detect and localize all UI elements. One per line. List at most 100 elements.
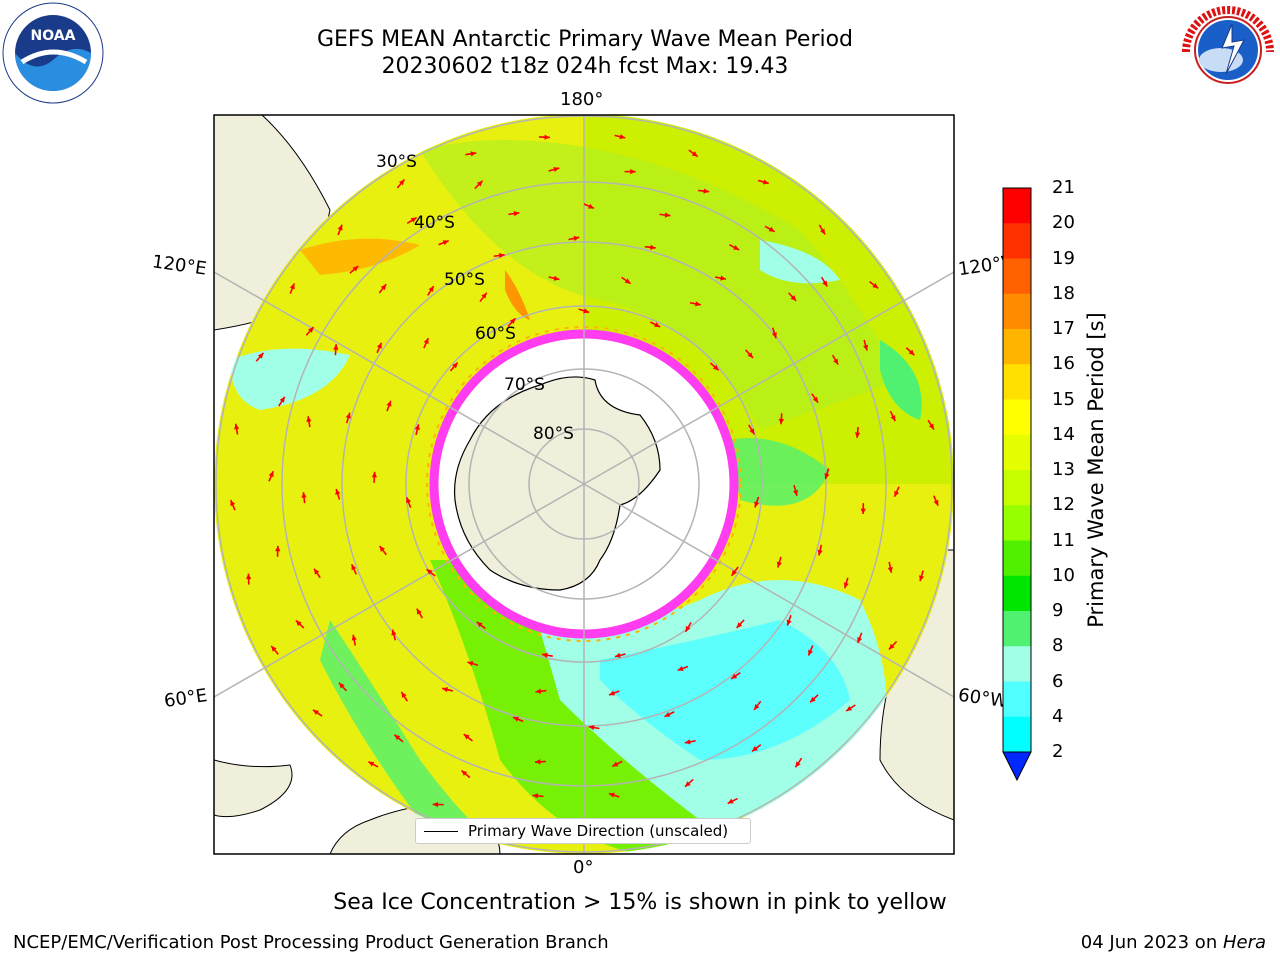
wave-arrow-head — [442, 687, 448, 693]
wave-arrow-head — [872, 282, 879, 289]
wave-arrow-head — [685, 625, 691, 632]
wave-arrow-head — [509, 318, 516, 324]
wave-arrow-head — [792, 489, 799, 496]
colorbar-cell — [1003, 399, 1031, 436]
lat-label-50s: 50°S — [444, 270, 485, 290]
colorbar-tick-label: 20 — [1052, 212, 1075, 234]
lat-label-60s: 60°S — [475, 324, 516, 344]
wave-arrow-head — [664, 711, 671, 717]
wave-arrow-head — [371, 471, 377, 478]
wave-arrow-head — [335, 488, 341, 495]
colorbar-tick-label: 13 — [1052, 459, 1075, 480]
wave-arrow-head — [391, 629, 397, 636]
wave-arrow-head — [731, 569, 737, 576]
wave-arrow-head — [463, 734, 470, 740]
colorbar-cell — [1003, 434, 1031, 471]
wave-arrow-head — [817, 549, 823, 556]
wave-arrow-head — [481, 292, 487, 299]
lon-label-top: 180° — [560, 89, 604, 110]
wave-arrow-head — [819, 228, 825, 235]
wave-arrow-head — [624, 278, 631, 284]
wave-arrow-head — [452, 362, 458, 369]
wave-arrow-head — [498, 252, 505, 259]
wave-arrow-head — [308, 326, 314, 333]
wave-arrow-head — [553, 166, 560, 173]
wave-arrow-head — [234, 423, 240, 430]
colorbar-tick-label: 4 — [1052, 705, 1064, 727]
wave-arrow-head — [410, 217, 417, 223]
wave-arrow-head — [351, 634, 357, 641]
colorbar-title: Primary Wave Mean Period [s] — [1084, 312, 1108, 628]
wave-arrow-head — [352, 265, 359, 272]
wave-arrow-head — [664, 212, 671, 218]
wave-arrow-head — [736, 622, 743, 628]
colorbar-tick-label: 21 — [1052, 177, 1075, 198]
wave-arrow-head — [380, 284, 387, 291]
wave-arrow-head — [442, 240, 449, 246]
wave-arrow-head — [573, 235, 580, 241]
wave-arrow-head — [754, 704, 760, 710]
wave-arrow-head — [512, 716, 519, 722]
wave-arrow-head — [553, 275, 560, 281]
wave-arrow-head — [333, 344, 339, 350]
wave-arrow-head — [619, 134, 626, 140]
wave-arrow-head — [513, 211, 520, 217]
wave-arrow-head — [677, 666, 684, 671]
lat-label-70s: 70°S — [504, 375, 545, 395]
wave-arrow-head — [609, 690, 616, 696]
colorbar-cell — [1003, 716, 1031, 753]
colorbar-cell — [1003, 223, 1031, 259]
footer-host: Hera — [1222, 932, 1266, 953]
colorbar-tick-label: 16 — [1052, 353, 1075, 375]
wave-arrow-head — [306, 416, 312, 422]
colorbar-tick-label: 2 — [1052, 741, 1064, 762]
wave-arrow-head — [583, 308, 590, 314]
wave-arrow-head — [428, 286, 434, 292]
wave-arrow-head — [289, 283, 295, 290]
wave-arrow-head — [833, 358, 839, 365]
wave-arrow-head — [470, 151, 477, 157]
colorbar-tick-label: 11 — [1052, 529, 1075, 551]
wave-arrow-head — [279, 396, 285, 403]
footer-date-text: 04 Jun 2023 on — [1080, 932, 1223, 953]
noaa-logo-icon: NOAA — [2, 2, 104, 104]
wave-arrow-head — [754, 501, 760, 508]
wave-arrow-head — [394, 734, 401, 741]
wave-arrow-head — [406, 497, 412, 504]
wave-arrow-head — [414, 424, 420, 431]
wave-arrow-head — [476, 621, 483, 628]
wave-arrow-head — [695, 301, 701, 307]
lat-label-80s: 80°S — [533, 424, 574, 444]
wave-arrow-head — [588, 724, 595, 731]
legend-line-swatch — [424, 831, 458, 832]
colorbar-tick-label: 6 — [1052, 670, 1064, 692]
wave-arrow-head — [751, 746, 758, 752]
wave-arrow-head — [771, 332, 777, 339]
colorbar-tick-label: 9 — [1052, 600, 1064, 621]
wave-arrow-head — [843, 582, 849, 589]
map-legend: Primary Wave Direction (unscaled) — [415, 818, 751, 844]
wave-arrow-head — [720, 275, 726, 281]
wave-arrow-head — [345, 412, 351, 419]
wave-arrow-head — [731, 673, 738, 679]
wave-arrow-head — [630, 169, 636, 175]
colorbar-extend-arrow — [1002, 751, 1032, 782]
colorbar-tick-label: 19 — [1052, 247, 1075, 269]
wave-arrow-head — [822, 280, 828, 287]
colorbar-tick-label: 18 — [1052, 282, 1075, 304]
lat-label-30s: 30°S — [376, 152, 417, 172]
wave-arrow-head — [684, 781, 691, 787]
colorbar-tick-label: 8 — [1052, 635, 1064, 657]
national-weather-service-logo-icon — [1181, 3, 1275, 97]
colorbar-cell — [1003, 646, 1031, 682]
colorbar-tick-label: 12 — [1052, 494, 1075, 516]
wave-arrow-head — [712, 364, 719, 371]
colorbar-tick-label: 15 — [1052, 388, 1075, 410]
colorbar-cell — [1003, 681, 1031, 718]
graticule-grid — [214, 115, 954, 854]
colorbar-cell — [1003, 540, 1031, 577]
wave-arrow-head — [776, 561, 782, 568]
map-frame — [213, 114, 955, 855]
wave-arrow-head — [376, 342, 382, 349]
wave-arrow-head — [908, 349, 915, 356]
